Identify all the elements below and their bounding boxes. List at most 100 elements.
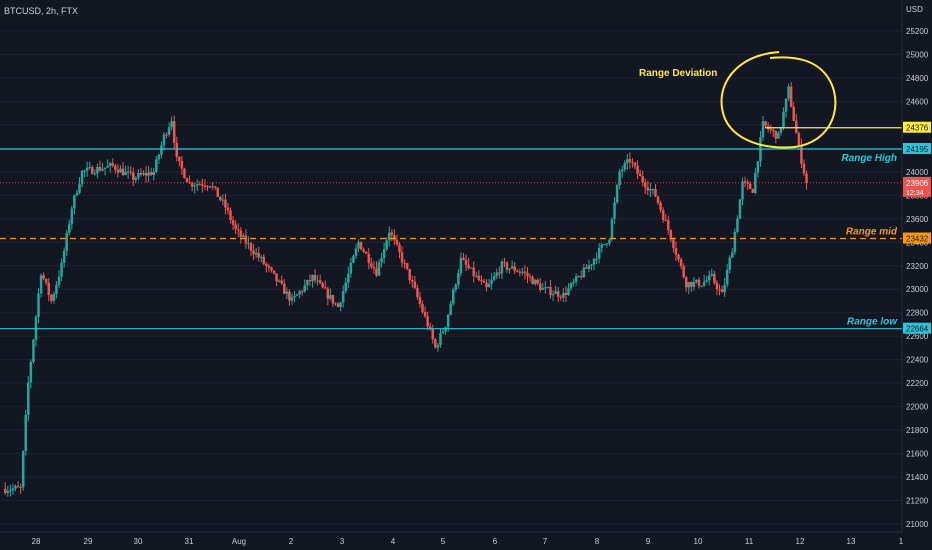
candle <box>96 166 99 174</box>
candle <box>280 280 283 284</box>
candle <box>672 239 675 248</box>
candle <box>9 490 12 492</box>
candle <box>702 281 706 286</box>
x-tick-label: 30 <box>134 537 143 546</box>
candle <box>393 234 396 240</box>
candle <box>313 274 317 281</box>
candle <box>649 189 652 191</box>
candle <box>741 181 744 200</box>
range-high-tag-bg <box>903 142 931 154</box>
candle <box>160 145 163 155</box>
candle <box>669 230 673 240</box>
candle <box>618 171 621 186</box>
candle <box>597 247 601 259</box>
candle <box>390 232 394 235</box>
candle <box>779 127 783 133</box>
candle <box>736 218 739 232</box>
candle <box>608 239 611 244</box>
candle <box>500 261 504 274</box>
range-mid-tag: 23432 <box>906 235 929 244</box>
candle <box>638 173 642 177</box>
deviation-tag-bg <box>903 121 931 133</box>
candle <box>623 163 627 170</box>
candle <box>395 239 399 245</box>
candle <box>57 276 61 285</box>
candle <box>352 255 355 263</box>
candle <box>705 280 708 282</box>
candle <box>674 247 678 255</box>
x-tick-label: 3 <box>340 537 345 546</box>
candle <box>802 163 806 174</box>
symbol-label: BTCUSD, 2h, FTX <box>4 6 79 16</box>
candle <box>324 287 327 289</box>
candle <box>224 199 227 208</box>
candle <box>147 172 150 176</box>
candle <box>114 165 117 170</box>
candle <box>272 270 276 274</box>
candle <box>590 264 593 266</box>
candle <box>257 252 260 258</box>
candle <box>523 271 527 273</box>
candle <box>75 192 79 196</box>
candle <box>260 256 263 258</box>
candle <box>101 168 104 171</box>
candle <box>521 271 524 273</box>
range-low-tag: 22664 <box>906 325 929 334</box>
candle <box>68 223 71 233</box>
candle <box>761 121 765 138</box>
candle <box>659 202 662 211</box>
candle <box>285 291 289 294</box>
candle <box>239 230 243 237</box>
candle <box>487 283 491 288</box>
candle <box>641 176 644 183</box>
candle <box>321 282 324 288</box>
candle <box>155 159 158 172</box>
candle <box>341 290 345 303</box>
candle <box>380 257 383 263</box>
range-low-label: Range low <box>847 317 898 328</box>
candle <box>367 253 371 264</box>
candle <box>157 154 161 160</box>
candle <box>167 127 171 135</box>
candle <box>585 267 588 269</box>
candle <box>62 250 66 263</box>
candle <box>772 130 775 132</box>
x-tick-label: 31 <box>185 537 194 546</box>
candle <box>692 281 696 287</box>
candle <box>193 185 196 187</box>
candle <box>290 297 294 301</box>
candle <box>88 167 91 169</box>
candle <box>32 339 35 362</box>
candle <box>677 254 680 260</box>
range-mid-tag-bg <box>903 232 931 244</box>
candle <box>65 232 68 251</box>
candle <box>144 172 148 176</box>
candle <box>480 280 483 282</box>
candle <box>370 263 373 267</box>
deviation-tag: 24376 <box>906 124 929 133</box>
candle <box>572 281 575 284</box>
candle <box>546 286 550 288</box>
y-tick-label: 23200 <box>906 262 929 271</box>
candle <box>108 163 112 166</box>
candle <box>98 166 102 171</box>
candle <box>183 168 186 179</box>
candle <box>229 210 232 221</box>
candle <box>631 162 634 164</box>
y-tick-label: 25200 <box>906 27 929 36</box>
candle <box>475 275 478 277</box>
y-tick-label: 25000 <box>906 50 929 59</box>
candle <box>620 169 624 172</box>
candle <box>142 172 145 175</box>
annotation-label: Range Deviation <box>639 68 717 79</box>
candle <box>782 111 785 128</box>
candle <box>564 292 568 295</box>
x-tick-label: 28 <box>32 537 41 546</box>
candle <box>139 173 143 175</box>
candle <box>720 289 724 293</box>
candle <box>234 224 237 230</box>
candle <box>295 294 299 296</box>
candle <box>116 169 120 173</box>
candle <box>277 280 281 282</box>
